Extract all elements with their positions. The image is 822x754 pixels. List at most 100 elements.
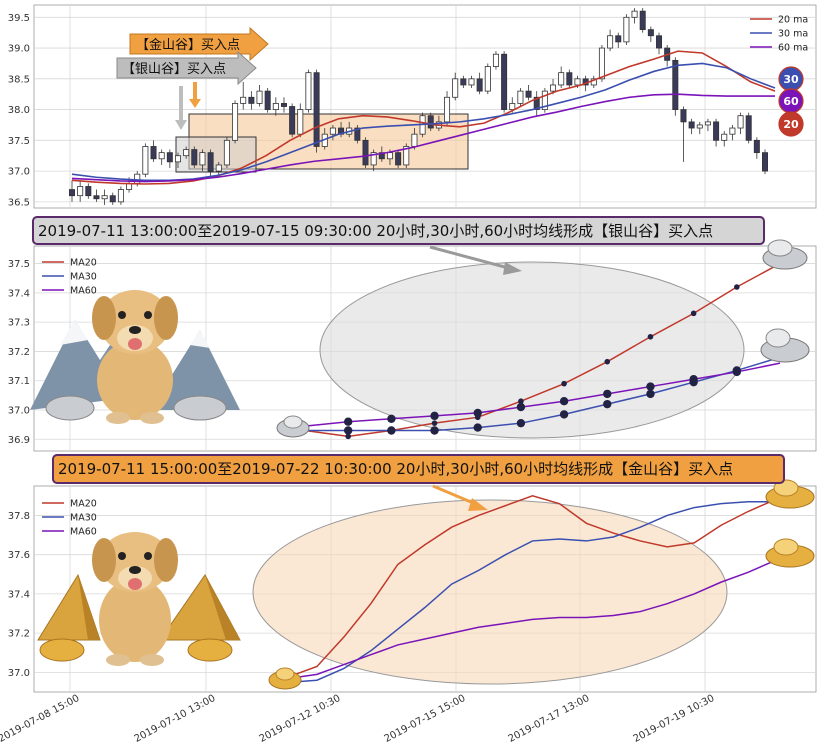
ma-badge-label: 30 xyxy=(783,73,799,86)
gold-valley-arrow-label: 【金山谷】买入点 xyxy=(129,26,269,62)
candle-body xyxy=(199,152,206,166)
x-tick-label: 2019-07-19 10:30 xyxy=(632,693,717,745)
candle-body xyxy=(280,103,287,107)
candle-body xyxy=(762,152,769,172)
legend-label: 60 ma xyxy=(778,43,808,54)
data-point xyxy=(473,423,482,432)
gold-banner-pointer xyxy=(432,484,488,511)
silver-ingot-icon xyxy=(760,328,810,363)
candle-body xyxy=(386,152,393,160)
dog-with-gold-illustration xyxy=(37,532,241,666)
y-tick-label: 38.0 xyxy=(8,105,30,116)
data-point xyxy=(646,382,655,391)
series-line xyxy=(304,362,781,427)
candle-body xyxy=(354,127,361,141)
series-line xyxy=(304,262,781,438)
candle-body xyxy=(656,35,663,49)
y-tick-label: 36.9 xyxy=(8,435,30,446)
x-tick-label: 2019-07-08 15:00 xyxy=(0,693,81,745)
y-tick-label: 37.5 xyxy=(8,136,30,147)
candle-body xyxy=(411,133,418,147)
legend-label: 20 ma xyxy=(778,15,808,26)
candle-body xyxy=(248,96,255,104)
data-point xyxy=(430,411,439,421)
candle-body xyxy=(101,195,108,200)
candle-body xyxy=(550,84,557,92)
data-point xyxy=(559,410,569,419)
down-arrow-gold xyxy=(189,82,201,108)
x-tick-label: 2019-07-15 15:00 xyxy=(383,693,468,745)
middle-y-axis: 36.9 37.0 37.1 37.2 37.3 37.4 37.5 xyxy=(8,259,30,446)
candle-body xyxy=(305,72,312,110)
candle-body xyxy=(680,109,687,123)
candle-body xyxy=(223,139,230,166)
candle-body xyxy=(639,10,646,31)
y-tick-label: 37.0 xyxy=(8,167,30,178)
legend-label: MA20 xyxy=(70,499,97,510)
candle-body xyxy=(158,152,165,160)
y-tick-label: 37.3 xyxy=(8,318,30,329)
candlestick-panel: 36.5 37.0 37.5 38.0 38.5 39.0 39.5 20 ma 30 ma 6… xyxy=(8,4,817,209)
candle-body xyxy=(452,78,459,98)
silver-valley-arrow-text: 【银山谷】买入点 xyxy=(122,62,226,77)
candle-body xyxy=(191,149,198,166)
y-tick-label: 39.5 xyxy=(8,13,30,24)
candle-body xyxy=(150,146,157,160)
candle-body xyxy=(509,103,516,110)
candle-body xyxy=(395,152,402,166)
silver-valley-arrow-label: 【银山谷】买入点 xyxy=(116,50,257,86)
ma60-line xyxy=(71,93,775,183)
candle-body xyxy=(142,146,149,175)
candle-body xyxy=(93,195,100,200)
candle-body xyxy=(647,29,654,37)
candle-body xyxy=(240,96,247,104)
candle-body xyxy=(484,66,491,92)
legend-label: MA30 xyxy=(70,513,97,524)
candle-body xyxy=(696,124,703,129)
data-point xyxy=(732,367,742,377)
series-line xyxy=(289,500,775,683)
data-point xyxy=(518,398,524,405)
data-point xyxy=(516,418,526,428)
top-y-axis: 36.5 37.0 37.5 38.0 38.5 39.0 39.5 xyxy=(8,13,30,209)
dog-with-silver-illustration xyxy=(30,290,240,424)
legend-label: MA30 xyxy=(70,272,97,283)
candle-body xyxy=(264,90,271,110)
data-point xyxy=(604,358,611,365)
candle-body xyxy=(753,139,760,154)
y-tick-label: 37.6 xyxy=(8,550,30,561)
data-point xyxy=(516,402,526,412)
candle-body xyxy=(607,35,614,49)
candle-body xyxy=(598,47,605,80)
data-point xyxy=(431,420,438,426)
candle-body xyxy=(289,106,296,135)
gold-ingot-icon xyxy=(268,667,302,690)
x-tick-label: 2019-07-10 13:00 xyxy=(133,693,218,745)
gold-ingot-icon xyxy=(765,538,815,568)
gold-valley-ellipse xyxy=(252,499,728,685)
y-tick-label: 36.5 xyxy=(8,197,30,208)
silver-valley-title: 2019-07-11 13:00:00至2019-07-15 09:30:00 … xyxy=(38,222,713,240)
legend-label: MA20 xyxy=(70,258,97,269)
candle-body xyxy=(492,53,499,67)
data-point xyxy=(603,389,612,399)
candle-body xyxy=(297,109,304,135)
candle-body xyxy=(525,90,532,98)
ma-badge-label: 60 xyxy=(783,95,799,108)
silver-valley-ellipse xyxy=(319,261,745,439)
candle-body xyxy=(688,121,695,129)
series-line xyxy=(289,559,776,680)
candle-body xyxy=(69,189,76,197)
gold-valley-panel: 37.037.237.437.637.8 2019-07-08 15:00 201… xyxy=(0,479,817,745)
y-tick-label: 37.2 xyxy=(8,629,30,640)
ma-badge xyxy=(778,111,804,137)
data-point xyxy=(690,310,697,317)
candle-body xyxy=(460,78,467,86)
candle-body xyxy=(615,35,622,43)
y-tick-label: 39.0 xyxy=(8,44,30,55)
bottom-x-axis: 2019-07-08 15:00 2019-07-10 13:00 2019-07-… xyxy=(0,693,716,745)
ma-badge-label: 20 xyxy=(783,118,799,131)
candle-body xyxy=(704,121,711,126)
x-tick-label: 2019-07-17 13:00 xyxy=(507,693,592,745)
candle-body xyxy=(232,103,239,141)
